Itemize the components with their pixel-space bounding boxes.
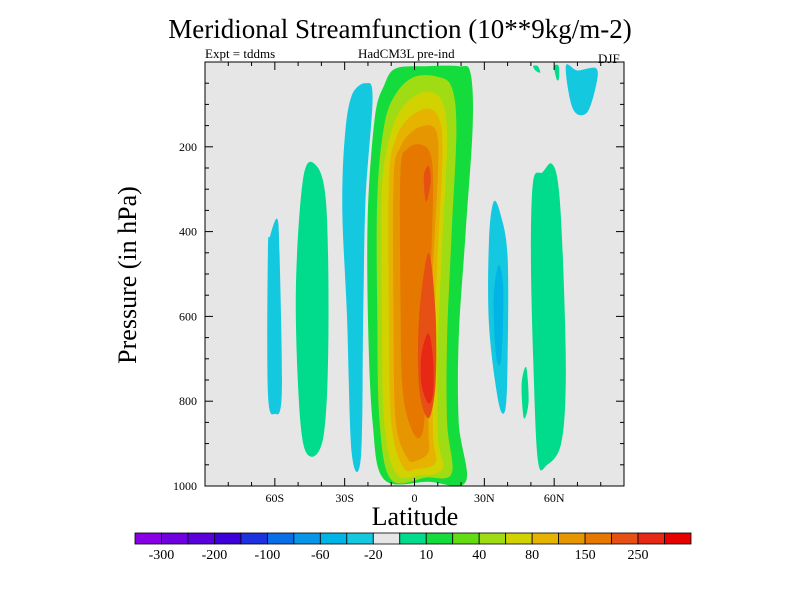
x-tick-label: 30S <box>335 491 354 505</box>
south-negative-cell <box>342 82 373 473</box>
colorbar-swatch <box>611 532 639 545</box>
colorbar-swatch <box>664 532 692 545</box>
x-axis-label: Latitude <box>371 502 459 531</box>
colorbar-swatch <box>399 532 427 545</box>
colorbar-swatch <box>187 532 215 545</box>
x-tick-label: 0 <box>412 491 418 505</box>
colorbar-swatch <box>505 532 533 545</box>
colorbar-label: -100 <box>255 548 281 563</box>
colorbar-swatch <box>531 532 560 545</box>
northern-negative-core <box>493 265 504 366</box>
colorbar-swatch <box>240 532 268 545</box>
colorbar-label: -200 <box>202 548 228 563</box>
south-negative-upper-tail <box>358 163 364 191</box>
y-tick-label: 1000 <box>173 479 197 493</box>
axis-ticks: 60S 30S 0 30N 60N 200 400 600 800 1000 <box>173 62 624 505</box>
y-axis-label: Pressure (in hPa) <box>113 186 142 364</box>
arctic-positive-patch-2 <box>554 64 560 81</box>
colorbar-label: 40 <box>472 548 486 563</box>
colorbar-swatch <box>558 532 586 545</box>
chart-title: Meridional Streamfunction (10**9kg/m-2) <box>168 14 632 44</box>
season-label: DJF <box>598 51 620 66</box>
contour-regions <box>267 64 598 486</box>
far-south-negative-cell <box>267 218 282 415</box>
y-tick-label: 600 <box>179 309 197 323</box>
colorbar: -300 -200 -100 -60 -20 10 40 80 150 250 <box>134 532 692 563</box>
x-tick-label: 30N <box>474 491 495 505</box>
y-tick-label: 400 <box>179 225 197 239</box>
colorbar-swatch <box>372 532 401 545</box>
colorbar-swatch <box>134 532 162 545</box>
colorbar-swatch <box>161 532 189 545</box>
colorbar-swatch <box>637 532 665 545</box>
colorbar-label: -20 <box>364 548 383 563</box>
x-tick-label: 60N <box>544 491 565 505</box>
colorbar-swatch <box>346 532 374 545</box>
southern-positive-cell <box>295 161 329 457</box>
arctic-negative-cell <box>565 64 598 116</box>
northern-positive-cell <box>530 163 566 471</box>
colorbar-swatch <box>293 532 321 545</box>
model-label: HadCM3L pre-ind <box>358 46 455 61</box>
colorbar-label: -60 <box>311 548 330 563</box>
colorbar-label: 80 <box>525 548 539 563</box>
colorbar-swatch <box>478 532 507 545</box>
y-tick-label: 200 <box>179 140 197 154</box>
x-tick-label: 60S <box>265 491 284 505</box>
colorbar-swatch <box>319 532 348 545</box>
colorbar-swatch <box>425 532 454 545</box>
experiment-label: Expt = tddms <box>205 46 276 61</box>
colorbar-swatch <box>214 532 242 545</box>
northern-positive-tail <box>521 366 529 419</box>
arctic-positive-patch <box>533 65 541 73</box>
colorbar-label: 10 <box>419 548 433 563</box>
colorbar-label: 150 <box>575 548 596 563</box>
colorbar-swatch <box>452 532 480 545</box>
colorbar-label: -300 <box>149 548 175 563</box>
lower-core-patch <box>420 333 434 404</box>
y-tick-label: 800 <box>179 394 197 408</box>
colorbar-label: 250 <box>628 548 649 563</box>
colorbar-swatch <box>266 532 295 545</box>
colorbar-swatch <box>584 532 612 545</box>
upper-core-streak <box>423 165 431 202</box>
